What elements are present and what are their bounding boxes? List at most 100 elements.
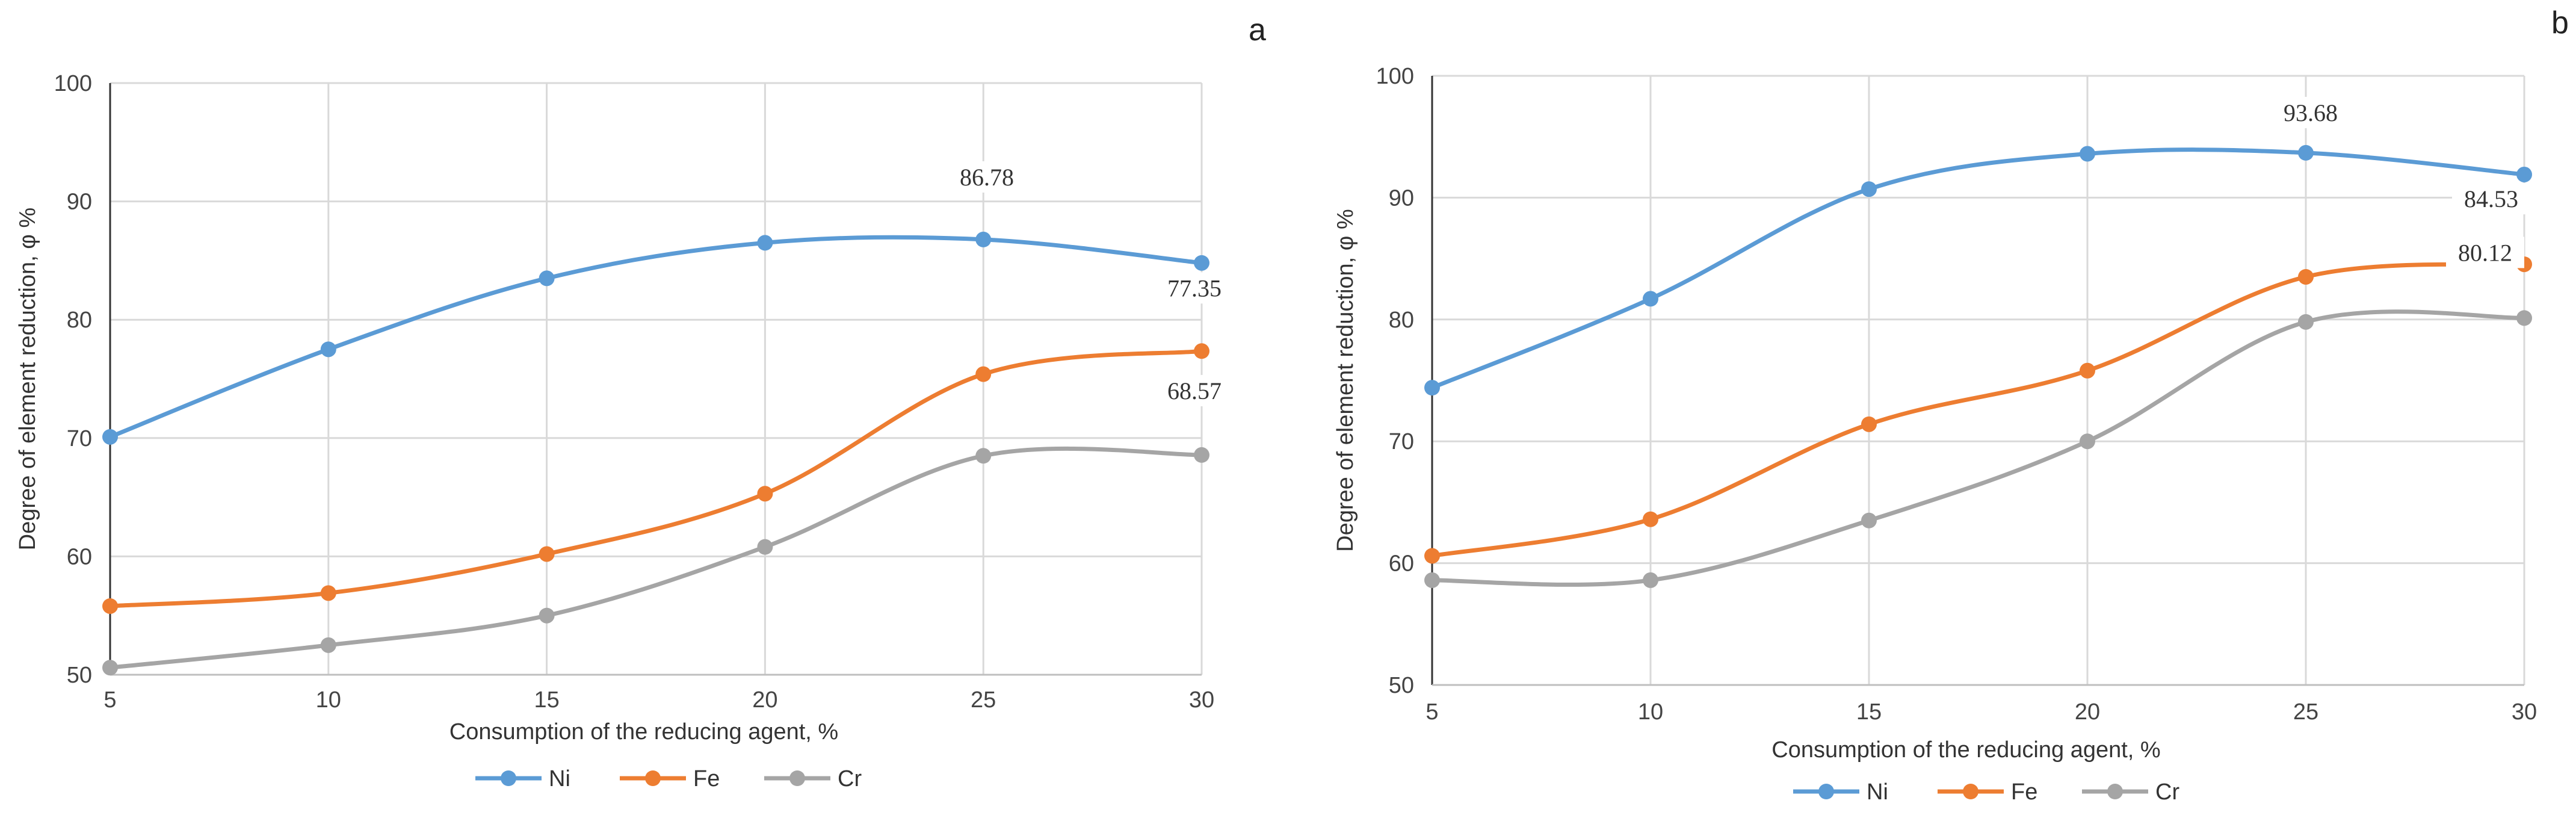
data-point-fe bbox=[539, 546, 555, 562]
y-tick-label: 50 bbox=[1389, 673, 1414, 698]
legend-label-fe: Fe bbox=[2011, 779, 2037, 805]
data-label-bg bbox=[948, 161, 1026, 193]
data-label-fe: 77.35 bbox=[1167, 274, 1222, 302]
legend-label-ni: Ni bbox=[549, 766, 570, 792]
y-tick-label: 90 bbox=[67, 190, 92, 215]
series-line-fe bbox=[110, 349, 1202, 609]
legend-marker-cr bbox=[789, 770, 805, 786]
legend: Ni Fe Cr bbox=[475, 766, 862, 792]
y-tick-label: 80 bbox=[1389, 308, 1414, 333]
y-axis-title: Degree of element reduction, φ % bbox=[15, 208, 40, 551]
chart-b-svg: 50 60 70 80 90 100 5 10 15 20 25 30 Consumption of t… bbox=[1333, 64, 2537, 805]
data-point-cr bbox=[2080, 433, 2095, 450]
data-point-fe bbox=[1194, 343, 1209, 359]
data-label-cr: 80.12 bbox=[2458, 239, 2512, 266]
data-point-cr bbox=[1861, 512, 1877, 528]
data-point-ni bbox=[539, 270, 555, 287]
x-tick-label: 30 bbox=[2512, 699, 2537, 725]
series-line-fe bbox=[1432, 262, 2525, 558]
data-label-bg bbox=[2272, 96, 2350, 128]
data-point-cr bbox=[1424, 572, 1440, 588]
data-label-ni: 93.68 bbox=[2284, 99, 2338, 126]
data-point-fe bbox=[320, 585, 336, 601]
y-tick-label: 80 bbox=[67, 308, 92, 333]
data-point-cr bbox=[1643, 572, 1658, 588]
x-tick-label: 15 bbox=[534, 687, 559, 713]
legend-marker-fe bbox=[645, 770, 661, 786]
y-axis-title: Degree of element reduction, φ % bbox=[1333, 209, 1358, 552]
data-label-bg bbox=[2452, 183, 2530, 215]
data-label-cr: 68.57 bbox=[1167, 377, 1222, 404]
panel-label-a: a bbox=[1249, 13, 1266, 48]
data-point-fe bbox=[1861, 416, 1877, 432]
y-tick-label: 90 bbox=[1389, 185, 1414, 211]
data-point-ni bbox=[2080, 146, 2095, 162]
legend-label-cr: Cr bbox=[838, 766, 862, 792]
y-tick-label: 50 bbox=[67, 663, 92, 688]
data-point-ni bbox=[320, 341, 336, 358]
y-tick-label: 60 bbox=[67, 544, 92, 569]
data-point-fe bbox=[1643, 511, 1658, 527]
legend-marker-ni bbox=[501, 770, 516, 786]
x-tick-label: 10 bbox=[1638, 699, 1663, 725]
legend-label-ni: Ni bbox=[1867, 779, 1888, 805]
series-line-cr bbox=[110, 446, 1202, 670]
gridlines bbox=[1431, 75, 2525, 686]
data-point-ni bbox=[2516, 166, 2532, 182]
x-tick-label: 25 bbox=[2293, 699, 2318, 725]
data-point-fe bbox=[975, 366, 992, 382]
data-point-cr bbox=[539, 607, 555, 624]
data-point-cr bbox=[2298, 314, 2314, 330]
data-point-ni bbox=[1424, 380, 1440, 396]
x-tick-label: 30 bbox=[1189, 687, 1214, 713]
x-tick-label: 20 bbox=[2075, 699, 2100, 725]
x-tick-label: 25 bbox=[971, 687, 996, 713]
data-point-fe bbox=[757, 486, 773, 502]
data-point-ni bbox=[1194, 255, 1209, 271]
series-line-cr bbox=[1432, 309, 2525, 587]
data-point-cr bbox=[757, 539, 773, 555]
x-axis-title: Consumption of the reducing agent, % bbox=[1771, 737, 2160, 763]
x-tick-label: 5 bbox=[1425, 699, 1438, 725]
y-tick-label: 100 bbox=[54, 71, 92, 96]
series-line-ni bbox=[1431, 147, 2525, 390]
x-tick-label: 20 bbox=[752, 687, 777, 713]
data-point-ni bbox=[757, 235, 773, 251]
legend-marker-cr bbox=[2107, 784, 2123, 799]
panel-label-b: b bbox=[2551, 5, 2569, 40]
data-point-cr bbox=[975, 448, 992, 464]
legend-label-cr: Cr bbox=[2155, 779, 2179, 805]
chart-panel-a: a 50 60 70 80 90 100 5 10 15 20 25 30 Consumption of… bbox=[15, 13, 1266, 792]
chart-panel-b: b 50 60 70 80 90 100 5 10 15 20 25 30 Consumption of… bbox=[1288, 0, 2576, 821]
data-point-ni bbox=[1643, 291, 1658, 307]
data-point-ni bbox=[1861, 181, 1877, 197]
data-point-fe bbox=[2080, 362, 2095, 379]
legend: Ni Fe Cr bbox=[1793, 779, 2179, 805]
legend-marker-ni bbox=[1818, 784, 1834, 799]
data-point-fe bbox=[2298, 268, 2314, 285]
legend-label-fe: Fe bbox=[693, 766, 720, 792]
data-point-fe bbox=[1424, 548, 1440, 564]
x-tick-label: 10 bbox=[316, 687, 341, 713]
data-label-bg bbox=[1155, 272, 1234, 304]
x-tick-label: 5 bbox=[103, 687, 116, 713]
y-tick-label: 60 bbox=[1389, 551, 1414, 577]
data-point-ni bbox=[2298, 144, 2314, 161]
data-label-ni: 86.78 bbox=[960, 164, 1014, 191]
data-point-cr bbox=[2516, 310, 2532, 326]
series-line-ni bbox=[109, 235, 1202, 439]
data-point-fe bbox=[102, 598, 118, 614]
data-label-bg bbox=[1155, 374, 1234, 406]
legend-marker-fe bbox=[1963, 784, 1978, 799]
data-point-ni bbox=[975, 231, 992, 247]
data-point-ni bbox=[102, 429, 118, 445]
y-tick-label: 70 bbox=[1389, 429, 1414, 454]
y-tick-label: 70 bbox=[67, 426, 92, 451]
x-tick-label: 15 bbox=[1856, 699, 1882, 725]
data-point-cr bbox=[320, 637, 336, 653]
data-point-cr bbox=[102, 660, 118, 676]
chart-a-svg: 50 60 70 80 90 100 5 10 15 20 25 30 Consumption of t… bbox=[15, 71, 1234, 792]
x-axis-title: Consumption of the reducing agent, % bbox=[449, 719, 838, 745]
data-label-bg bbox=[2446, 237, 2524, 268]
data-point-cr bbox=[1194, 447, 1209, 463]
